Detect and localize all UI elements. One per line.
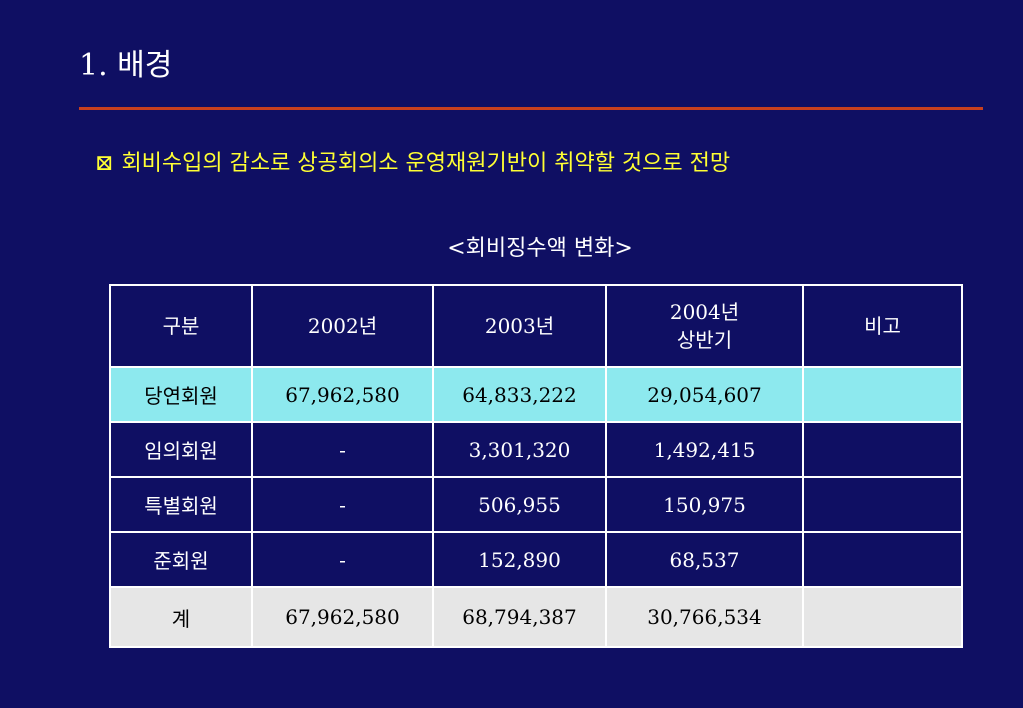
- table-row: 특별회원 - 506,955 150,975: [109, 476, 963, 533]
- table-row: 준회원 - 152,890 68,537: [109, 531, 963, 588]
- total-label: 계: [109, 586, 253, 648]
- row-category: 특별회원: [109, 476, 253, 533]
- headline: ⊠ 회비수입의 감소로 상공회의소 운영재원기반이 취약할 것으로 전망: [95, 148, 730, 180]
- header-2004-year: 2004년: [669, 300, 740, 324]
- row-category: 준회원: [109, 531, 253, 588]
- total-2003: 68,794,387: [432, 586, 607, 648]
- cell-2004: 68,537: [605, 531, 804, 588]
- table-total-row: 계 67,962,580 68,794,387 30,766,534: [109, 586, 963, 648]
- cell-2002: -: [251, 421, 434, 478]
- cell-2003: 152,890: [432, 531, 607, 588]
- cell-note: [802, 476, 963, 533]
- cell-2004: 1,492,415: [605, 421, 804, 478]
- slide-title: 1. 배경: [79, 48, 173, 83]
- cell-2002: -: [251, 531, 434, 588]
- header-2002: 2002년: [251, 284, 434, 368]
- table-header-row: 구분 2002년 2003년 2004년 상반기 비고: [109, 284, 963, 368]
- cell-2004: 29,054,607: [605, 366, 804, 423]
- title-divider: [79, 107, 983, 110]
- cell-2002: -: [251, 476, 434, 533]
- header-2003: 2003년: [432, 284, 607, 368]
- header-note: 비고: [802, 284, 963, 368]
- headline-text: 회비수입의 감소로 상공회의소 운영재원기반이 취약할 것으로 전망: [121, 151, 731, 176]
- header-2004-half: 상반기: [676, 328, 733, 352]
- cell-note: [802, 421, 963, 478]
- cell-2003: 3,301,320: [432, 421, 607, 478]
- cell-note: [802, 531, 963, 588]
- cell-2004: 150,975: [605, 476, 804, 533]
- table-row: 당연회원 67,962,580 64,833,222 29,054,607: [109, 366, 963, 423]
- total-note: [802, 586, 963, 648]
- total-2002: 67,962,580: [251, 586, 434, 648]
- total-2004: 30,766,534: [605, 586, 804, 648]
- table-row: 임의회원 - 3,301,320 1,492,415: [109, 421, 963, 478]
- row-category: 임의회원: [109, 421, 253, 478]
- header-category: 구분: [109, 284, 253, 368]
- cell-note: [802, 366, 963, 423]
- cell-2003: 506,955: [432, 476, 607, 533]
- membership-fee-table: 구분 2002년 2003년 2004년 상반기 비고 당연회원 67,962,…: [109, 284, 963, 648]
- header-2004-h1: 2004년 상반기: [605, 284, 804, 368]
- table-caption: <회비징수액 변화>: [447, 236, 633, 261]
- row-category: 당연회원: [109, 366, 253, 423]
- cell-2003: 64,833,222: [432, 366, 607, 423]
- checkbox-bullet-icon: ⊠: [95, 151, 114, 176]
- cell-2002: 67,962,580: [251, 366, 434, 423]
